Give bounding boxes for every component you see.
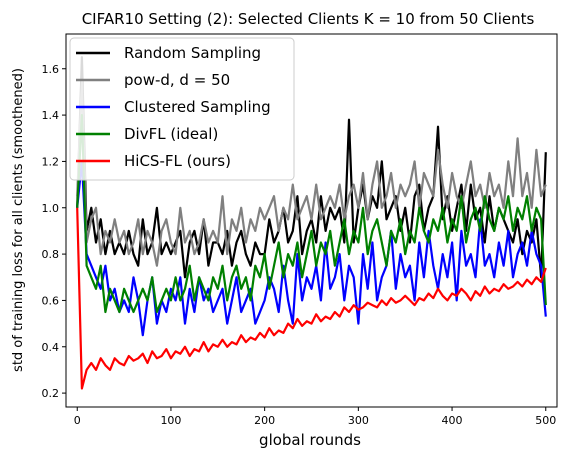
y-tick-label: 1.6	[42, 63, 60, 76]
y-tick-label: 0.4	[42, 341, 60, 354]
y-axis: 0.2 0.4 0.6 0.8 1.0 1.2 1.4 1.6	[42, 63, 66, 400]
legend-label: Clustered Sampling	[124, 98, 271, 116]
legend-label: DivFL (ideal)	[124, 125, 218, 143]
legend-label: Random Sampling	[124, 44, 261, 62]
y-tick-label: 0.8	[42, 248, 60, 261]
series-line-4	[76, 207, 547, 390]
y-tick-label: 1.2	[42, 155, 60, 168]
legend-label: pow-d, d = 50	[124, 71, 230, 89]
x-tick-label: 300	[348, 414, 369, 427]
legend-label: HiCS-FL (ours)	[124, 152, 231, 170]
chart-title: CIFAR10 Setting (2): Selected Clients K …	[82, 10, 535, 28]
y-axis-label: std of training loss for all clients (sm…	[11, 68, 26, 372]
legend: Random Sampling pow-d, d = 50 Clustered Sa…	[69, 37, 295, 181]
x-axis: 0 100 200 300 400 500	[74, 407, 556, 427]
legend-box	[69, 37, 295, 181]
series-line-1	[76, 79, 547, 267]
y-tick-label: 1.4	[42, 109, 60, 122]
series-line-3	[76, 113, 547, 314]
x-tick-label: 100	[160, 414, 181, 427]
y-tick-label: 0.2	[42, 387, 60, 400]
y-tick-label: 1.0	[42, 202, 60, 215]
x-tick-label: 500	[535, 414, 556, 427]
x-tick-label: 200	[254, 414, 275, 427]
y-tick-label: 0.6	[42, 294, 60, 307]
x-tick-label: 0	[74, 414, 81, 427]
series-layer	[76, 56, 547, 390]
x-axis-label: global rounds	[259, 431, 361, 449]
plot-frame	[65, 33, 558, 408]
x-tick-label: 400	[442, 414, 463, 427]
